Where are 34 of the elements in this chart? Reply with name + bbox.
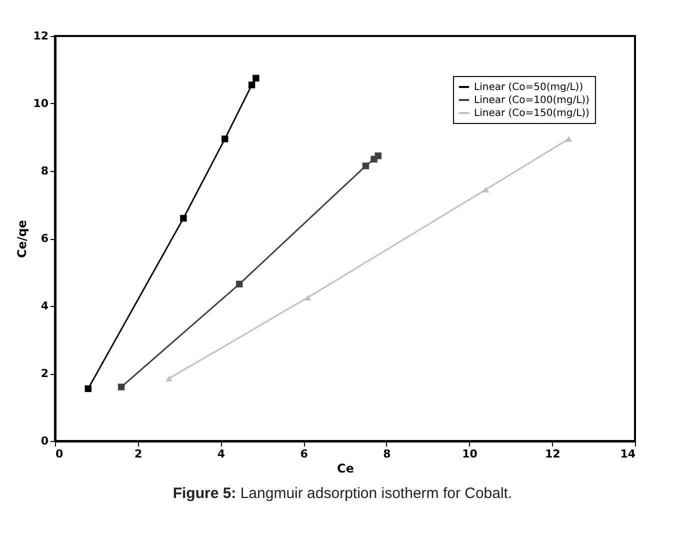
point bbox=[248, 82, 256, 88]
y-tick-label: 4 bbox=[40, 300, 49, 312]
y-tick-label: 2 bbox=[40, 367, 48, 380]
point bbox=[374, 152, 382, 160]
x-tick-label: 10 bbox=[462, 448, 478, 460]
point bbox=[222, 136, 228, 142]
x-tick-label: 12 bbox=[544, 448, 560, 460]
y-tick-label: 8 bbox=[40, 164, 48, 178]
y-tick-label: 10 bbox=[33, 97, 49, 110]
point bbox=[362, 162, 370, 170]
x-tick-label: 0 bbox=[56, 448, 64, 460]
point bbox=[252, 74, 260, 82]
x-tick-label: 2 bbox=[134, 448, 142, 460]
legend-label: Linear (Co=100(mg/L)) bbox=[474, 95, 590, 106]
point bbox=[166, 376, 172, 382]
caption: Figure 5: Langmuir adsorption isotherm for Cobalt. bbox=[172, 485, 514, 502]
point bbox=[180, 214, 187, 222]
point bbox=[84, 385, 92, 392]
x-tick-label: 6 bbox=[300, 448, 308, 460]
point bbox=[304, 294, 312, 300]
point bbox=[118, 384, 125, 390]
x-tick-label: 8 bbox=[383, 448, 391, 460]
y-tick-label: 12 bbox=[33, 30, 48, 42]
x-tick-label: 14 bbox=[620, 448, 636, 460]
point bbox=[565, 136, 572, 142]
y-tick-label: 0 bbox=[40, 434, 49, 448]
x-tick-label: 4 bbox=[217, 448, 226, 460]
x-axis-title: Ce bbox=[337, 462, 354, 476]
legend-label: Linear (Co=150(mg/L)) bbox=[474, 108, 590, 119]
legend-label: Linear (Co=50(mg/L)) bbox=[474, 82, 584, 93]
y-tick-label: 6 bbox=[40, 232, 49, 245]
point bbox=[236, 280, 243, 288]
point bbox=[482, 186, 490, 192]
y-axis-title: Ce/qe bbox=[15, 220, 30, 258]
